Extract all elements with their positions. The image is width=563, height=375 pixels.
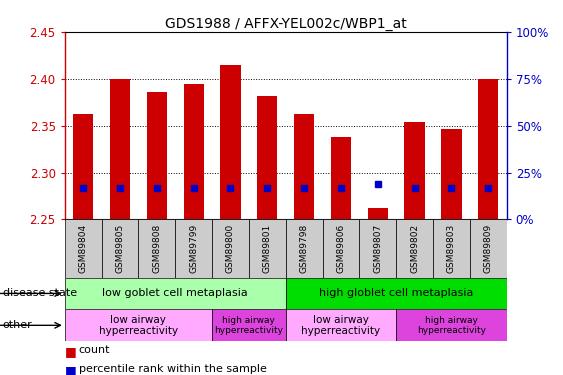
FancyBboxPatch shape <box>470 219 507 278</box>
Text: GSM89808: GSM89808 <box>153 224 162 273</box>
Bar <box>294 114 314 219</box>
Bar <box>478 79 498 219</box>
FancyBboxPatch shape <box>175 219 212 278</box>
FancyBboxPatch shape <box>323 219 359 278</box>
Text: GSM89805: GSM89805 <box>115 224 124 273</box>
FancyBboxPatch shape <box>138 219 175 278</box>
Text: GSM89804: GSM89804 <box>79 224 88 273</box>
FancyBboxPatch shape <box>285 219 323 278</box>
Text: low airway
hyperreactivity: low airway hyperreactivity <box>99 315 178 336</box>
Text: other: other <box>3 320 33 330</box>
Bar <box>184 84 204 219</box>
Text: GSM89798: GSM89798 <box>300 224 309 273</box>
Text: GSM89803: GSM89803 <box>447 224 456 273</box>
Text: GSM89809: GSM89809 <box>484 224 493 273</box>
Bar <box>368 208 388 219</box>
Bar <box>110 79 130 219</box>
Text: count: count <box>79 345 110 355</box>
Text: GSM89799: GSM89799 <box>189 224 198 273</box>
Text: high globlet cell metaplasia: high globlet cell metaplasia <box>319 288 473 298</box>
Bar <box>441 129 462 219</box>
Text: high airway
hyperreactivity: high airway hyperreactivity <box>417 316 486 335</box>
FancyBboxPatch shape <box>65 278 285 309</box>
FancyBboxPatch shape <box>285 309 396 341</box>
FancyBboxPatch shape <box>212 309 285 341</box>
FancyBboxPatch shape <box>101 219 138 278</box>
Text: GSM89802: GSM89802 <box>410 224 419 273</box>
Bar <box>331 137 351 219</box>
Bar <box>220 65 240 219</box>
Text: ■: ■ <box>65 345 77 358</box>
FancyBboxPatch shape <box>212 219 249 278</box>
Text: GSM89800: GSM89800 <box>226 224 235 273</box>
Text: ■: ■ <box>65 364 77 375</box>
FancyBboxPatch shape <box>359 219 396 278</box>
Text: GSM89806: GSM89806 <box>337 224 346 273</box>
Bar <box>147 92 167 219</box>
Text: percentile rank within the sample: percentile rank within the sample <box>79 364 267 374</box>
Bar <box>404 122 425 219</box>
FancyBboxPatch shape <box>433 219 470 278</box>
FancyBboxPatch shape <box>396 219 433 278</box>
FancyBboxPatch shape <box>249 219 285 278</box>
Text: low airway
hyperreactivity: low airway hyperreactivity <box>301 315 381 336</box>
Title: GDS1988 / AFFX-YEL002c/WBP1_at: GDS1988 / AFFX-YEL002c/WBP1_at <box>165 17 406 31</box>
FancyBboxPatch shape <box>285 278 507 309</box>
Text: disease state: disease state <box>3 288 77 298</box>
Bar <box>257 96 278 219</box>
FancyBboxPatch shape <box>65 219 101 278</box>
Text: low goblet cell metaplasia: low goblet cell metaplasia <box>102 288 248 298</box>
FancyBboxPatch shape <box>65 309 212 341</box>
Bar <box>73 114 93 219</box>
Text: GSM89807: GSM89807 <box>373 224 382 273</box>
Text: high airway
hyperreactivity: high airway hyperreactivity <box>215 316 283 335</box>
Text: GSM89801: GSM89801 <box>263 224 272 273</box>
FancyBboxPatch shape <box>396 309 507 341</box>
